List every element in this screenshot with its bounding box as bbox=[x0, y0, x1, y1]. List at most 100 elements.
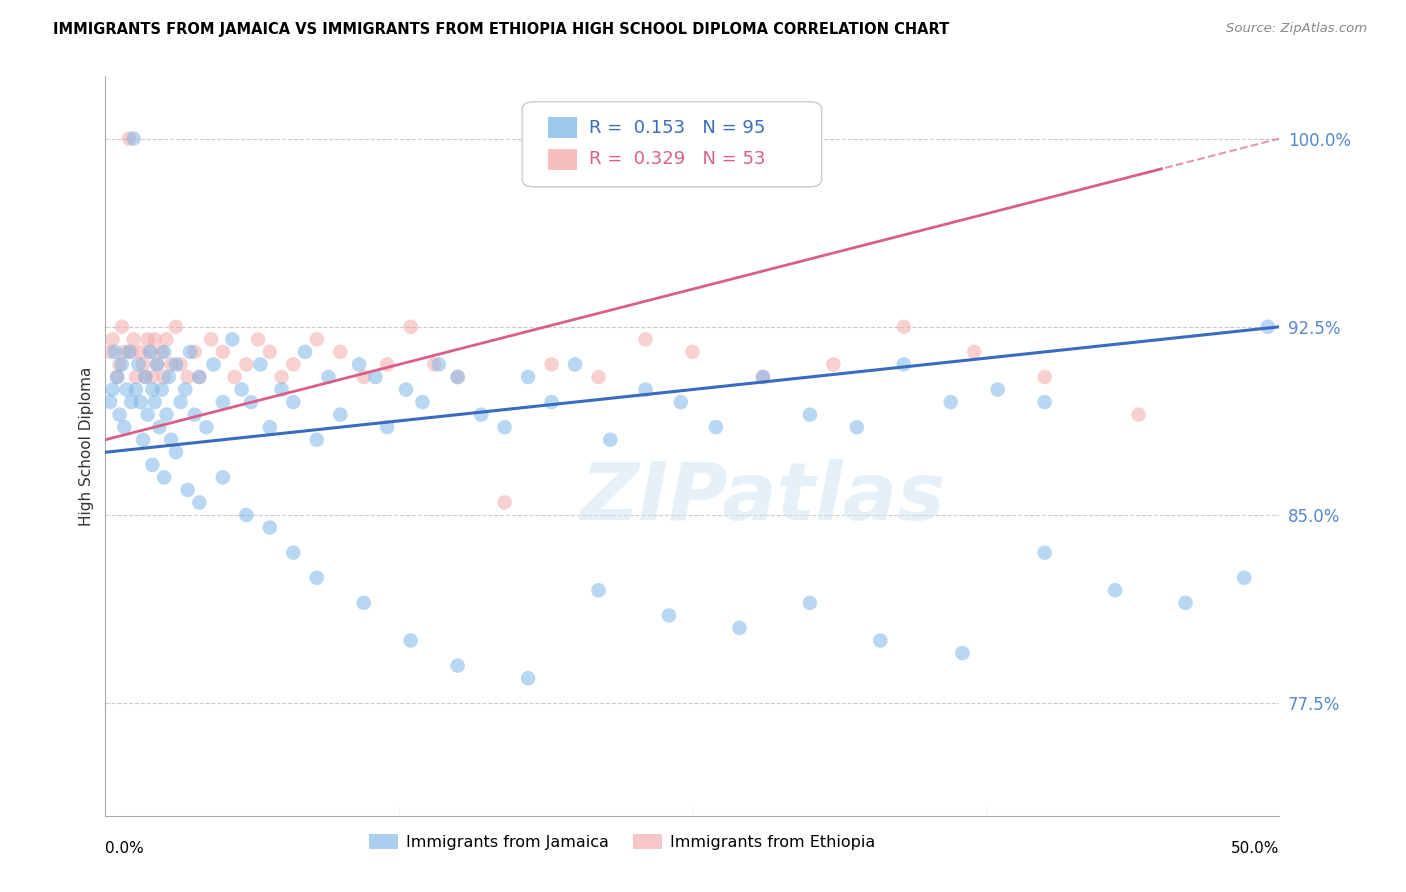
Point bbox=[183, 344, 205, 359]
Point bbox=[634, 332, 657, 346]
Point bbox=[1174, 596, 1197, 610]
Point bbox=[136, 332, 159, 346]
Point bbox=[134, 370, 156, 384]
FancyBboxPatch shape bbox=[522, 102, 821, 187]
Point bbox=[247, 332, 270, 346]
Point bbox=[494, 420, 516, 434]
Point bbox=[1104, 583, 1126, 598]
Point bbox=[160, 358, 183, 372]
Point bbox=[155, 408, 177, 422]
Point bbox=[231, 383, 253, 397]
Point bbox=[395, 383, 418, 397]
Point bbox=[118, 344, 141, 359]
Point bbox=[235, 358, 257, 372]
Point bbox=[143, 395, 166, 409]
Point bbox=[305, 332, 328, 346]
Point bbox=[799, 596, 821, 610]
Bar bbox=[548, 149, 578, 169]
Point bbox=[153, 470, 176, 484]
Text: Source: ZipAtlas.com: Source: ZipAtlas.com bbox=[1226, 22, 1367, 36]
Point bbox=[447, 370, 470, 384]
Point bbox=[188, 370, 211, 384]
Point bbox=[728, 621, 751, 635]
Point bbox=[115, 383, 138, 397]
Point bbox=[108, 408, 131, 422]
Point bbox=[127, 358, 149, 372]
Point bbox=[112, 344, 135, 359]
Point bbox=[270, 383, 292, 397]
Point bbox=[447, 658, 470, 673]
Point bbox=[157, 370, 180, 384]
Point bbox=[136, 408, 159, 422]
Point bbox=[132, 358, 155, 372]
Point bbox=[375, 420, 398, 434]
Point bbox=[169, 358, 191, 372]
Point bbox=[1033, 546, 1056, 560]
Point bbox=[564, 358, 586, 372]
Point bbox=[353, 370, 375, 384]
Point bbox=[752, 370, 775, 384]
Point bbox=[353, 596, 375, 610]
Point bbox=[146, 358, 169, 372]
Point bbox=[129, 395, 152, 409]
Point bbox=[259, 520, 281, 534]
Point bbox=[682, 344, 704, 359]
Point bbox=[120, 395, 142, 409]
Point bbox=[188, 495, 211, 509]
Point bbox=[447, 370, 470, 384]
Point bbox=[112, 420, 135, 434]
Point bbox=[165, 445, 187, 459]
Point bbox=[952, 646, 974, 660]
Point bbox=[179, 344, 201, 359]
Point bbox=[211, 344, 233, 359]
Text: 50.0%: 50.0% bbox=[1232, 841, 1279, 856]
Point bbox=[470, 408, 492, 422]
Point bbox=[588, 370, 610, 384]
Point bbox=[211, 395, 233, 409]
Point bbox=[399, 319, 422, 334]
Point bbox=[259, 344, 281, 359]
Point bbox=[294, 344, 316, 359]
Point bbox=[150, 344, 173, 359]
Text: IMMIGRANTS FROM JAMAICA VS IMMIGRANTS FROM ETHIOPIA HIGH SCHOOL DIPLOMA CORRELAT: IMMIGRANTS FROM JAMAICA VS IMMIGRANTS FR… bbox=[53, 22, 949, 37]
Point bbox=[101, 332, 124, 346]
Point bbox=[98, 344, 121, 359]
Point bbox=[221, 332, 243, 346]
Point bbox=[153, 370, 176, 384]
Point bbox=[141, 370, 163, 384]
Point bbox=[169, 395, 191, 409]
Point bbox=[283, 395, 305, 409]
Point bbox=[1128, 408, 1150, 422]
Point bbox=[202, 358, 225, 372]
Point bbox=[1033, 395, 1056, 409]
Point bbox=[399, 633, 422, 648]
Point bbox=[799, 408, 821, 422]
Point bbox=[125, 370, 148, 384]
Point bbox=[599, 433, 621, 447]
Point bbox=[148, 420, 170, 434]
Point bbox=[111, 358, 134, 372]
Point bbox=[658, 608, 681, 623]
Point bbox=[411, 395, 433, 409]
Point bbox=[146, 358, 169, 372]
Point bbox=[155, 332, 177, 346]
Point bbox=[176, 483, 198, 497]
Point bbox=[588, 583, 610, 598]
Point bbox=[125, 383, 148, 397]
Point bbox=[160, 433, 183, 447]
Point bbox=[845, 420, 868, 434]
Point bbox=[101, 383, 124, 397]
Bar bbox=[548, 117, 578, 138]
Point bbox=[139, 344, 162, 359]
Point bbox=[634, 383, 657, 397]
Point bbox=[939, 395, 962, 409]
Point bbox=[150, 383, 173, 397]
Point bbox=[1257, 319, 1279, 334]
Point bbox=[141, 458, 163, 472]
Point bbox=[165, 319, 187, 334]
Point bbox=[105, 370, 128, 384]
Point bbox=[183, 408, 205, 422]
Point bbox=[224, 370, 246, 384]
Point bbox=[893, 319, 915, 334]
Point bbox=[540, 358, 562, 372]
